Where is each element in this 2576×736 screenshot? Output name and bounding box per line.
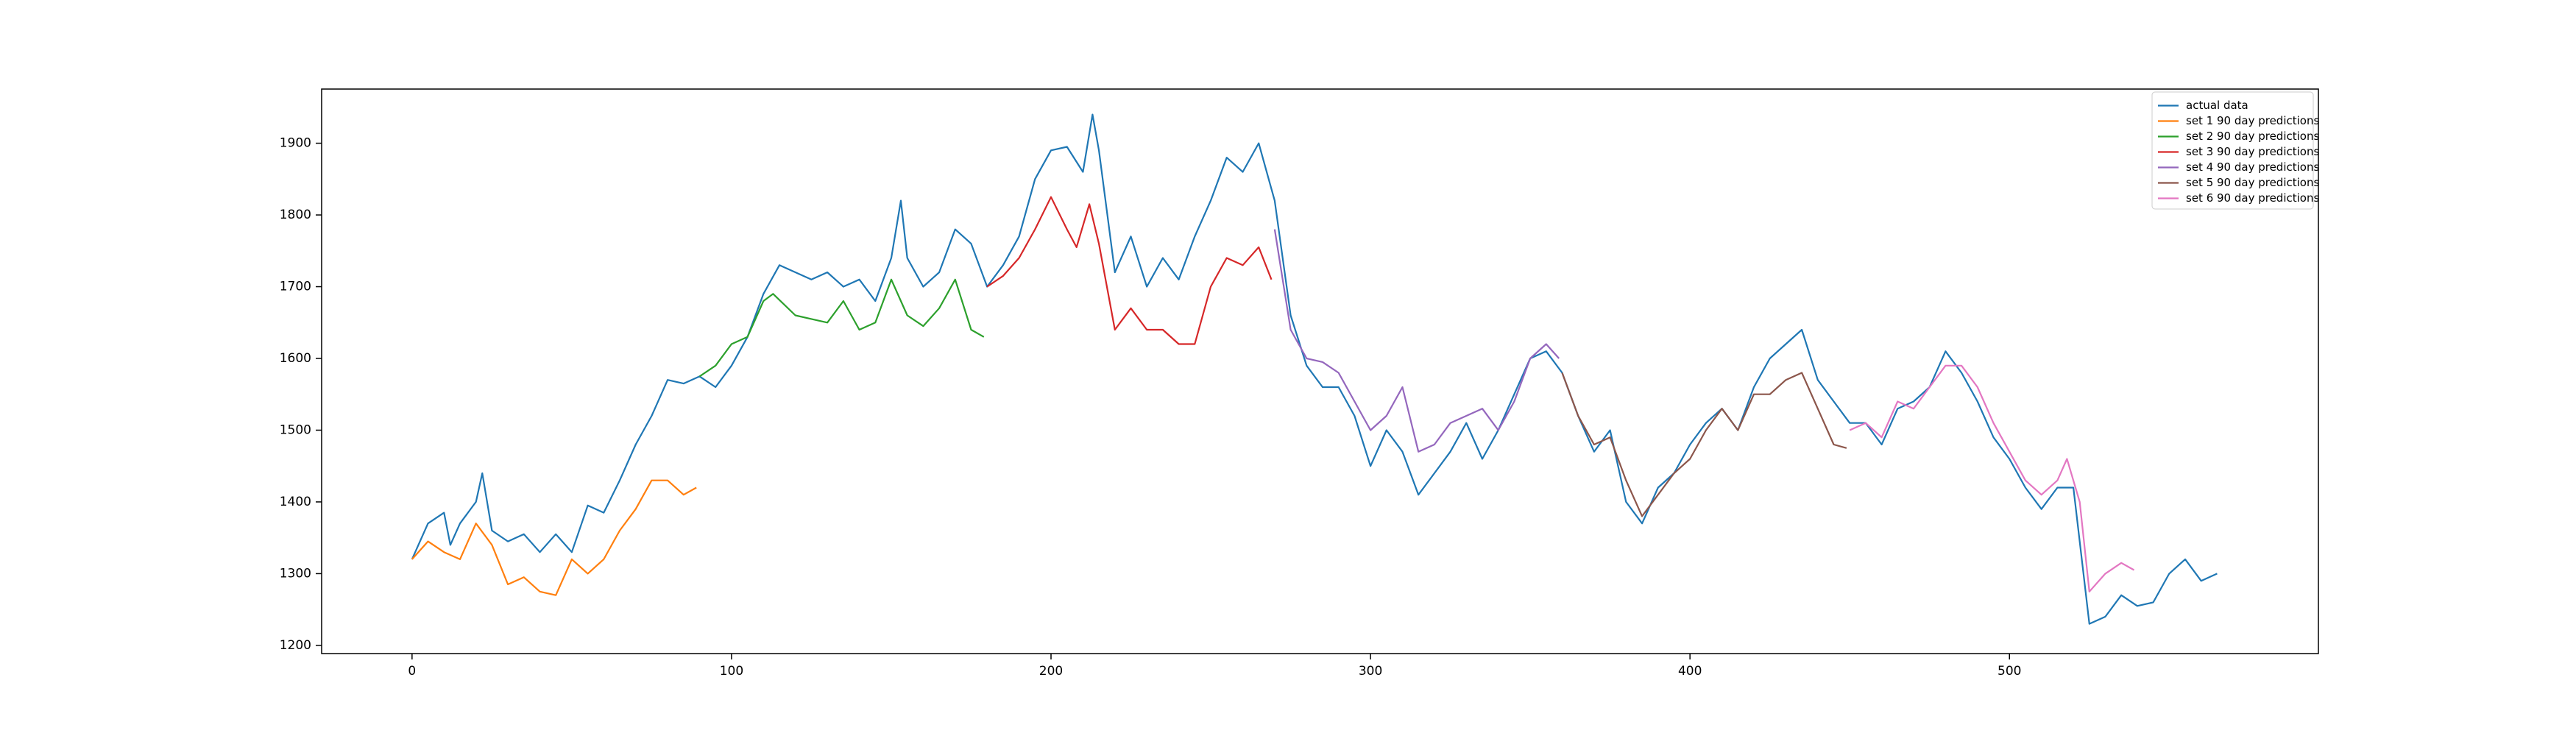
x-tick-label: 400 xyxy=(1678,664,1702,679)
series-line xyxy=(1273,229,1560,453)
series-line xyxy=(411,479,697,596)
x-tick-label: 0 xyxy=(408,664,416,679)
series-line xyxy=(1561,372,1847,517)
legend-label: set 5 90 day predictions xyxy=(2186,176,2319,189)
series-line xyxy=(411,113,2218,625)
y-tick-label: 1700 xyxy=(280,280,311,294)
legend-box xyxy=(2151,91,2314,210)
legend-label: set 1 90 day predictions xyxy=(2186,114,2319,127)
legend-label: actual data xyxy=(2186,99,2248,112)
y-tick-label: 1500 xyxy=(280,422,311,437)
series-line xyxy=(986,196,1273,345)
legend-label: set 6 90 day predictions xyxy=(2186,191,2319,205)
series-line xyxy=(698,278,985,378)
legend-label: set 3 90 day predictions xyxy=(2186,145,2319,158)
legend-label: set 4 90 day predictions xyxy=(2186,160,2319,174)
y-tick-label: 1400 xyxy=(280,495,311,509)
legend-label: set 2 90 day predictions xyxy=(2186,130,2319,143)
series-line xyxy=(1849,364,2135,592)
x-tick-label: 300 xyxy=(1359,664,1382,679)
y-tick-label: 1600 xyxy=(280,351,311,366)
x-tick-label: 200 xyxy=(1039,664,1063,679)
x-tick-label: 100 xyxy=(720,664,743,679)
y-tick-label: 1800 xyxy=(280,208,311,222)
y-tick-label: 1200 xyxy=(280,638,311,653)
x-tick-label: 500 xyxy=(1998,664,2021,679)
legend: actual data set 1 90 day predictions set 2… xyxy=(2151,91,2319,210)
y-tick-label: 1300 xyxy=(280,566,311,581)
y-tick-label: 1900 xyxy=(280,136,311,151)
plot-frame xyxy=(321,88,2319,654)
